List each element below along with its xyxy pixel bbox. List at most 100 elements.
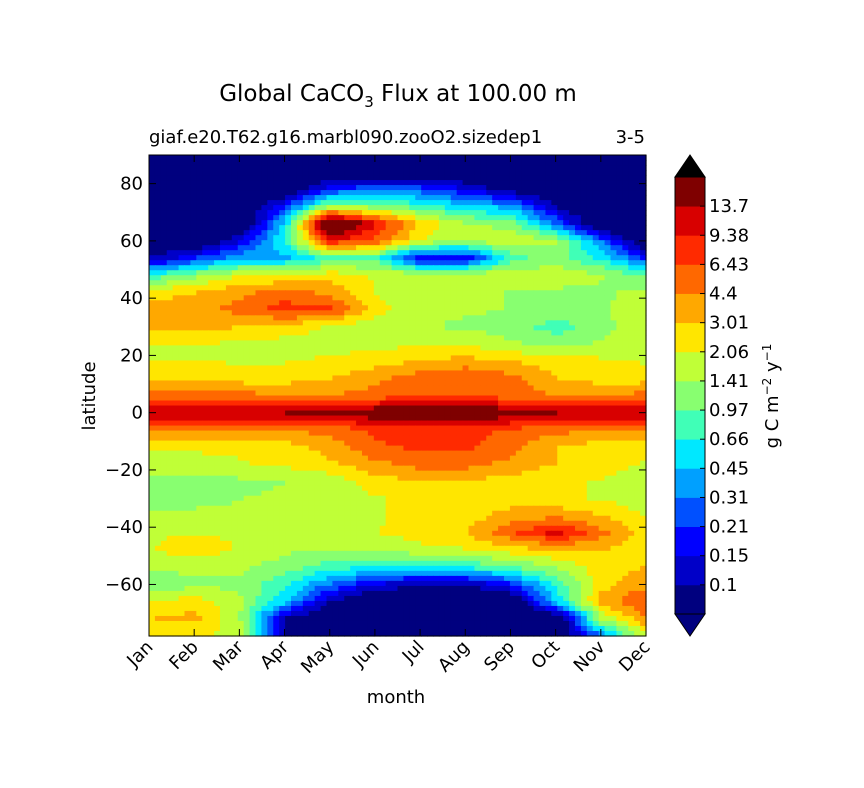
heatmap-cell	[273, 385, 280, 392]
heatmap-cell	[415, 355, 422, 362]
heatmap-cell	[273, 210, 280, 216]
heatmap-cell	[498, 155, 505, 161]
heatmap-cell	[415, 385, 422, 392]
heatmap-cell	[533, 415, 541, 422]
heatmap-cell	[444, 205, 452, 211]
heatmap-cell	[214, 220, 221, 226]
heatmap-cell	[391, 445, 399, 452]
heatmap-cell	[492, 425, 499, 432]
heatmap-cell	[314, 310, 322, 316]
heatmap-cell	[533, 270, 541, 276]
heatmap-cell	[255, 200, 263, 206]
heatmap-cell	[604, 305, 612, 311]
heatmap-cell	[373, 330, 381, 336]
heatmap-cell	[527, 365, 535, 372]
heatmap-cell	[190, 335, 197, 341]
heatmap-cell	[427, 365, 434, 372]
heatmap-cell	[403, 185, 410, 191]
heatmap-cell	[622, 285, 629, 291]
heatmap-cell	[326, 300, 334, 306]
heatmap-cell	[190, 410, 197, 417]
heatmap-cell	[172, 445, 180, 452]
heatmap-cell	[320, 220, 328, 226]
heatmap-cell	[515, 320, 523, 326]
heatmap-cell	[208, 160, 215, 166]
heatmap-cell	[586, 395, 594, 402]
heatmap-cell	[184, 235, 192, 241]
heatmap-cell	[598, 200, 606, 206]
heatmap-cell	[551, 260, 558, 266]
heatmap-cell	[344, 355, 351, 362]
heatmap-cell	[160, 250, 168, 256]
heatmap-cell	[237, 155, 245, 161]
heatmap-cell	[551, 200, 558, 206]
heatmap-cell	[551, 380, 558, 387]
heatmap-cell	[279, 300, 286, 306]
heatmap-cell	[279, 260, 286, 266]
heatmap-cell	[557, 355, 564, 362]
heatmap-cell	[308, 245, 316, 251]
heatmap-cell	[397, 420, 405, 427]
heatmap-cell	[220, 430, 227, 437]
heatmap-cell	[362, 345, 369, 352]
heatmap-cell	[450, 280, 458, 286]
heatmap-cell	[178, 380, 186, 387]
heatmap-cell	[462, 420, 470, 427]
heatmap-cell	[160, 310, 168, 316]
heatmap-cell	[261, 175, 268, 181]
heatmap-cell	[225, 410, 233, 417]
heatmap-cell	[515, 170, 523, 176]
heatmap-cell	[243, 280, 251, 286]
heatmap-cell	[545, 440, 552, 447]
heatmap-cell	[628, 340, 635, 346]
heatmap-cell	[427, 415, 434, 422]
heatmap-cell	[628, 255, 635, 261]
heatmap-cell	[296, 235, 304, 241]
heatmap-cell	[480, 440, 487, 447]
heatmap-cell	[575, 260, 582, 266]
heatmap-cell	[563, 245, 570, 251]
heatmap-cell	[332, 340, 339, 346]
heatmap-cell	[202, 340, 209, 346]
heatmap-cell	[367, 390, 375, 397]
heatmap-cell	[190, 360, 197, 367]
heatmap-cell	[456, 410, 464, 417]
heatmap-cell	[433, 260, 440, 266]
heatmap-cell	[362, 160, 369, 166]
heatmap-cell	[462, 430, 470, 437]
heatmap-cell	[367, 175, 375, 181]
heatmap-cell	[243, 190, 251, 196]
heatmap-cell	[356, 250, 363, 256]
heatmap-cell	[480, 385, 487, 392]
heatmap-cell	[397, 270, 405, 276]
heatmap-cell	[397, 260, 405, 266]
heatmap-cell	[438, 205, 446, 211]
heatmap-cell	[450, 335, 458, 341]
heatmap-cell	[367, 245, 375, 251]
heatmap-cell	[190, 365, 197, 372]
heatmap-cell	[373, 290, 381, 296]
heatmap-cell	[474, 390, 481, 397]
heatmap-cell	[533, 180, 541, 186]
heatmap-cell	[586, 290, 594, 296]
heatmap-cell	[255, 265, 263, 271]
heatmap-cell	[592, 155, 600, 161]
heatmap-cell	[427, 375, 434, 382]
heatmap-cell	[628, 270, 635, 276]
heatmap-cell	[367, 250, 375, 256]
heatmap-cell	[166, 260, 174, 266]
heatmap-cell	[225, 290, 233, 296]
heatmap-cell	[527, 270, 535, 276]
heatmap-cell	[480, 320, 487, 326]
heatmap-cell	[403, 250, 410, 256]
heatmap-cell	[332, 310, 339, 316]
heatmap-cell	[456, 210, 464, 216]
heatmap-cell	[308, 285, 316, 291]
heatmap-cell	[344, 450, 351, 457]
heatmap-cell	[586, 230, 594, 236]
heatmap-cell	[261, 440, 268, 447]
heatmap-cell	[421, 230, 428, 236]
heatmap-cell	[498, 285, 505, 291]
heatmap-cell	[308, 375, 316, 382]
heatmap-cell	[267, 245, 274, 251]
